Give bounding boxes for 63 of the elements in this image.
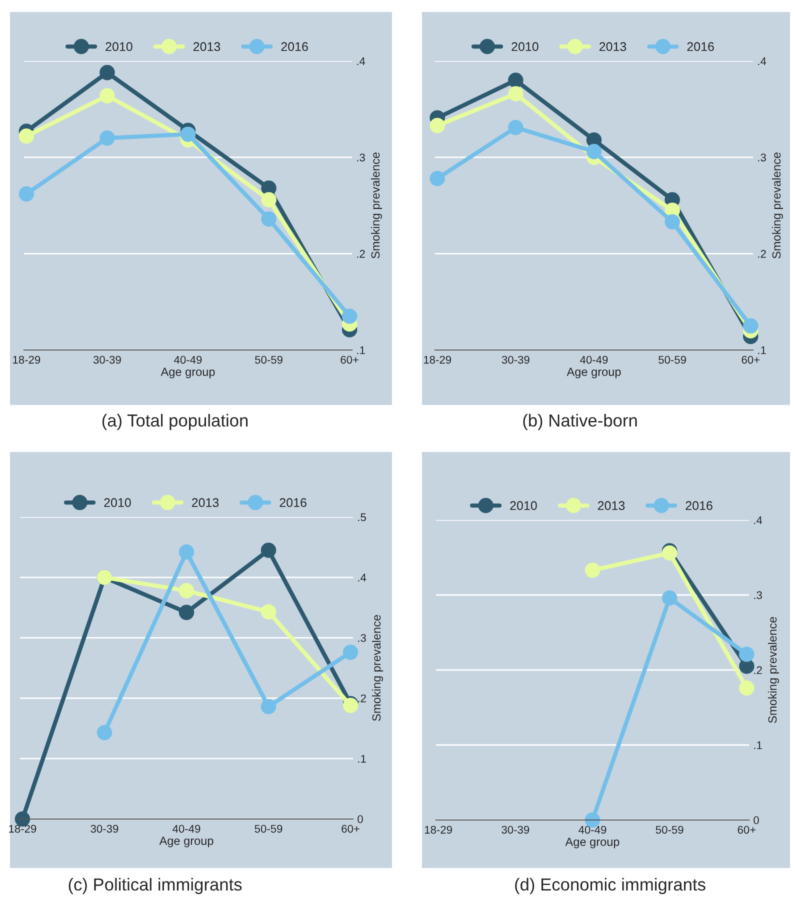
x-tick-label: 50-59: [255, 356, 282, 364]
x-tick-label: 40-49: [172, 824, 200, 833]
legend-label: 2016: [280, 498, 306, 508]
y-tick-label: .3: [358, 634, 366, 642]
legend-label: 2016: [281, 42, 308, 52]
x-tick-label: 60+: [742, 356, 760, 364]
y-tick-label: .2: [357, 250, 365, 258]
legend-label: 2010: [510, 501, 537, 510]
x-tick-label: 60+: [738, 826, 756, 834]
y-tick-label: .3: [754, 591, 762, 600]
y-tick-label: .4: [358, 574, 366, 582]
y-tick-label: .2: [754, 666, 762, 674]
y-tick-label: .2: [758, 250, 766, 258]
x-tick-label: 18-29: [424, 356, 452, 364]
y-tick-label: .5: [358, 513, 366, 522]
x-tick-label: 30-39: [502, 826, 530, 834]
x-tick-label: 50-59: [656, 826, 684, 834]
x-tick-label: 40-49: [578, 826, 606, 834]
x-tick-label: 50-59: [658, 356, 686, 364]
y-tick-label: .1: [754, 741, 762, 750]
x-tick-label: 18-29: [9, 824, 36, 833]
x-tick-label: 60+: [342, 824, 360, 833]
y-axis-title: Smoking prevalence: [768, 617, 779, 723]
x-tick-label: 30-39: [90, 824, 118, 833]
y-tick-label: .1: [358, 754, 366, 763]
text: (b) Native-born: [523, 414, 637, 430]
legend-label: 2013: [193, 42, 220, 52]
y-tick-label: .3: [357, 154, 365, 162]
text: (c) Political immigrants: [68, 878, 242, 894]
y-tick-label: .1: [758, 346, 766, 354]
x-axis-title: Age group: [565, 838, 620, 848]
x-tick-label: 18-29: [13, 356, 40, 364]
y-tick-label: .4: [758, 57, 766, 66]
y-tick-label: 0: [358, 815, 363, 824]
x-tick-label: 30-39: [502, 356, 530, 364]
x-tick-label: 40-49: [580, 356, 608, 364]
legend-label: 2010: [106, 42, 132, 52]
x-axis-title: Age group: [160, 368, 215, 378]
legend-label: 2016: [687, 42, 714, 52]
x-tick-label: 18-29: [424, 826, 452, 834]
y-axis-title: Smoking prevalence: [372, 615, 383, 721]
y-axis-title: Smoking prevalence: [772, 152, 783, 258]
x-tick-label: 60+: [340, 356, 358, 364]
legend-label: 2013: [599, 42, 626, 52]
x-tick-label: 50-59: [254, 824, 282, 833]
text: (d) Economic immigrants: [515, 878, 706, 894]
y-tick-label: .1: [357, 346, 365, 354]
x-tick-label: 40-49: [174, 356, 202, 364]
legend-label: 2010: [104, 498, 131, 508]
x-axis-title: Age group: [159, 836, 214, 848]
y-axis-title: Smoking prevalence: [370, 152, 382, 258]
legend-label: 2010: [512, 42, 538, 52]
y-tick-label: .4: [754, 516, 762, 524]
legend-label: 2013: [598, 501, 625, 510]
y-tick-label: .2: [358, 694, 366, 702]
y-tick-label: .3: [758, 154, 766, 162]
y-tick-label: .4: [357, 57, 366, 66]
y-tick-label: 0: [754, 816, 759, 824]
legend-label: 2013: [192, 498, 219, 508]
text: (a) Total population: [102, 414, 248, 430]
legend-label: 2016: [686, 501, 712, 510]
x-axis-title: Age group: [566, 368, 621, 378]
x-tick-label: 30-39: [93, 356, 121, 364]
